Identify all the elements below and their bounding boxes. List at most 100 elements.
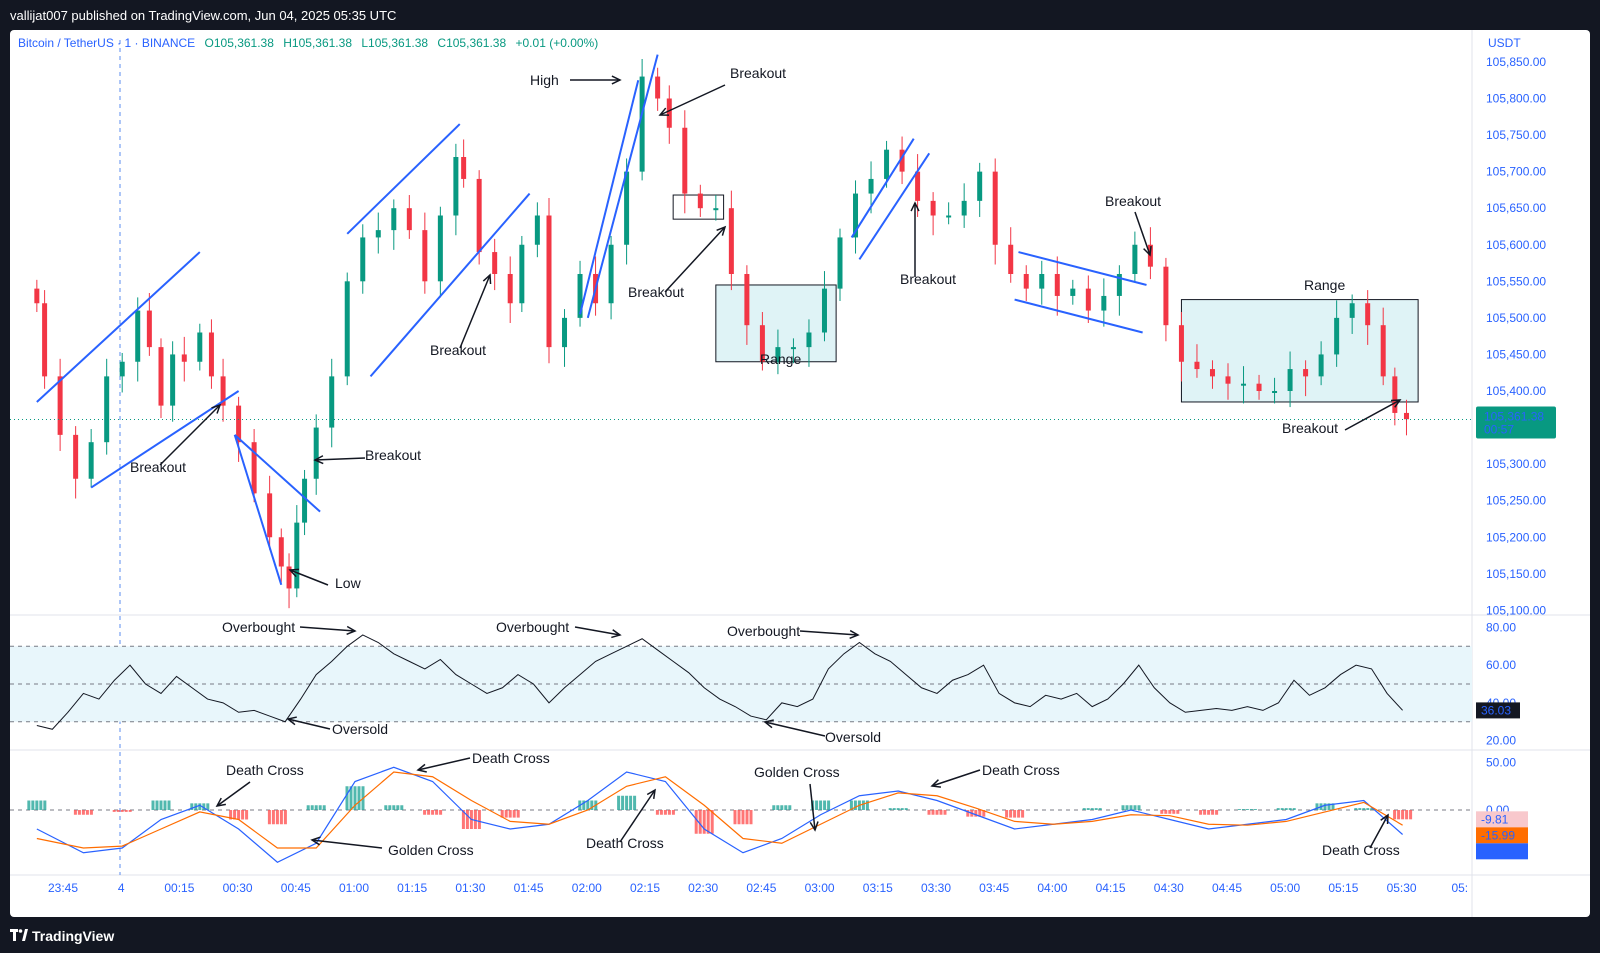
candle-body xyxy=(329,376,335,428)
trendline xyxy=(579,79,640,315)
macd-histogram-bar xyxy=(190,803,194,810)
candle-body xyxy=(682,127,688,194)
candle-body xyxy=(461,157,467,179)
time-tick-label: 02:15 xyxy=(630,881,660,895)
symbol-legend[interactable]: Bitcoin / TetherUS · 1 · BINANCE O105,36… xyxy=(18,36,604,50)
candle-body xyxy=(453,157,459,216)
candle-body xyxy=(73,434,79,479)
candle-body xyxy=(868,178,874,194)
annotation-arrow-shaft xyxy=(574,626,621,636)
macd-histogram-bar xyxy=(283,810,287,825)
time-tick-label: 02:00 xyxy=(572,881,602,895)
annotation-price: Breakout xyxy=(365,447,421,463)
price-tick-label: 105,650.00 xyxy=(1486,201,1546,215)
candle-body xyxy=(1209,369,1215,377)
candle-body xyxy=(406,208,412,231)
candle-body xyxy=(1334,317,1340,355)
macd-value-tag xyxy=(1476,811,1528,828)
candle-body xyxy=(534,215,540,245)
price-tick-label: 105,300.00 xyxy=(1486,457,1546,471)
macd-histogram-bar xyxy=(384,805,388,810)
candle-body xyxy=(915,171,921,201)
candle-body xyxy=(1178,325,1184,362)
time-tick-label: 05:15 xyxy=(1328,881,1358,895)
macd-histogram-bar xyxy=(400,805,404,810)
macd-histogram-bar xyxy=(659,810,663,815)
candle-body xyxy=(344,281,350,377)
annotation-arrow-head xyxy=(1143,245,1152,257)
ohlc-low: L105,361.38 xyxy=(361,36,429,50)
tradingview-logo[interactable]: TradingView xyxy=(10,928,114,944)
candle-body xyxy=(1054,274,1060,296)
macd-histogram-bar xyxy=(1358,808,1362,810)
macd-histogram-bar xyxy=(1168,810,1172,814)
macd-histogram-bar xyxy=(633,795,637,810)
candle-body xyxy=(1101,295,1107,311)
macd-histogram-bar xyxy=(741,810,745,825)
macd-histogram-bar xyxy=(1199,810,1203,815)
macd-histogram-bar xyxy=(112,810,116,812)
macd-histogram-bar xyxy=(745,810,749,825)
macd-histogram-bar xyxy=(694,810,698,834)
annotation-arrow-shaft xyxy=(809,783,816,831)
macd-histogram-bar xyxy=(586,800,590,810)
macd-histogram-bar xyxy=(1203,810,1207,815)
macd-histogram-bar xyxy=(1098,808,1102,810)
macd-histogram-bar xyxy=(229,810,233,820)
macd-histogram-bar xyxy=(128,810,132,812)
macd-histogram-bar xyxy=(776,805,780,810)
trendline xyxy=(369,192,531,378)
candle-body xyxy=(899,149,905,172)
annotation-arrow-head xyxy=(849,629,860,640)
signal-line xyxy=(36,771,1403,849)
candle-body xyxy=(806,332,812,348)
time-tick-label: 00:15 xyxy=(164,881,194,895)
macd-histogram-bar xyxy=(1366,808,1370,810)
candle-body xyxy=(507,274,513,304)
macd-histogram-bar xyxy=(1401,810,1405,820)
macd-histogram-bar xyxy=(1354,808,1358,810)
publisher-line: vallijat007 published on TradingView.com… xyxy=(10,8,397,23)
annotation-arrow-shaft xyxy=(314,457,366,461)
macd-histogram-bar xyxy=(1090,808,1094,810)
annotation-price: Breakout xyxy=(130,459,186,475)
macd-histogram-bar xyxy=(1327,803,1331,810)
candle-body xyxy=(220,376,226,406)
annotation-arrow-shaft xyxy=(619,789,656,843)
macd-histogram-bar xyxy=(1245,809,1249,810)
candle-body xyxy=(930,200,936,216)
time-tick-label: 05:00 xyxy=(1270,881,1300,895)
macd-histogram-bar xyxy=(788,805,792,810)
price-tick-label: 105,250.00 xyxy=(1486,494,1546,508)
price-axis-currency: USDT xyxy=(1488,36,1521,50)
macd-histogram-bar xyxy=(1237,809,1241,810)
macd-histogram-bar xyxy=(927,810,931,815)
candle-body xyxy=(88,442,94,479)
macd-histogram-bar xyxy=(349,786,353,810)
macd-histogram-bar xyxy=(310,805,314,810)
symbol-name[interactable]: Bitcoin / TetherUS · 1 · BINANCE xyxy=(18,36,196,50)
annotation-rsi: Overbought xyxy=(222,619,295,635)
candle-body xyxy=(197,332,203,362)
macd-histogram-bar xyxy=(1013,810,1017,818)
chart-frame[interactable]: 105,850.00 105,800.00 105,750.00 105,700.00… xyxy=(10,30,1590,917)
macd-histogram-bar xyxy=(198,803,202,810)
macd-histogram-bar xyxy=(861,800,865,810)
macd-histogram-bar xyxy=(508,810,512,818)
candle-body xyxy=(34,288,40,304)
annotation-price: Range xyxy=(1304,277,1345,293)
macd-histogram-bar xyxy=(206,803,210,810)
macd-histogram-bar xyxy=(865,800,869,810)
macd-histogram-bar xyxy=(1241,809,1245,810)
annotation-price: Breakout xyxy=(1282,420,1338,436)
annotation-price: Range xyxy=(760,351,801,367)
macd-histogram-bar xyxy=(155,800,159,810)
annotation-arrow-head xyxy=(346,625,357,636)
annotation-arrow-shaft xyxy=(289,569,329,586)
candle-body xyxy=(1225,376,1231,384)
candle-body xyxy=(1392,376,1398,413)
macd-value-tag xyxy=(1476,827,1528,844)
ohlc-open: O105,361.38 xyxy=(204,36,274,50)
macd-histogram-bar xyxy=(772,805,776,810)
chart-canvas[interactable]: 105,850.00 105,800.00 105,750.00 105,700.00… xyxy=(10,30,1590,917)
